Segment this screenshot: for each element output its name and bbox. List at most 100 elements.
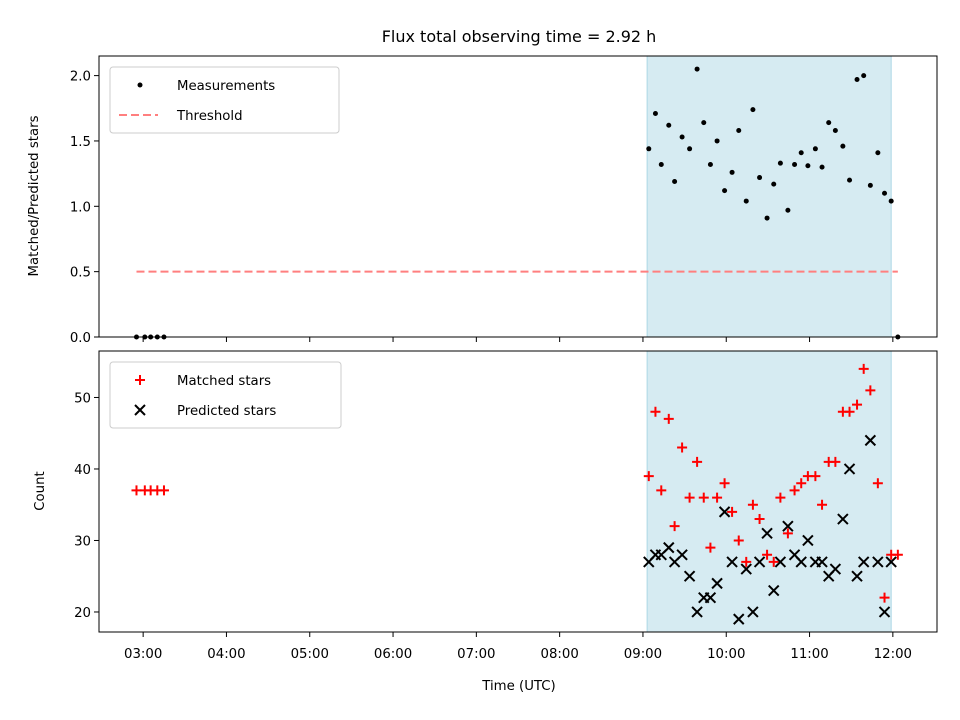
data-point <box>864 434 877 447</box>
legend-label: Measurements <box>177 79 275 94</box>
count-legend: Matched stars Predicted stars <box>109 361 342 429</box>
data-point <box>837 513 849 525</box>
data-point <box>768 556 779 567</box>
data-point <box>879 592 890 603</box>
data-point <box>736 127 742 133</box>
data-point <box>795 556 807 568</box>
data-point <box>705 542 716 553</box>
data-point <box>764 215 770 221</box>
data-point <box>762 549 773 560</box>
data-point <box>663 413 674 424</box>
data-point <box>875 150 881 156</box>
data-point <box>775 492 786 503</box>
data-point <box>712 492 723 503</box>
data-point <box>707 161 713 167</box>
data-point <box>158 485 169 496</box>
data-point <box>646 146 652 152</box>
data-point <box>872 478 883 489</box>
data-point <box>747 606 759 618</box>
data-point <box>844 406 855 417</box>
count-panel-frame <box>98 350 938 633</box>
data-point <box>727 506 738 517</box>
ratio-panel-frame <box>98 55 938 338</box>
data-point <box>741 556 752 567</box>
data-point <box>672 178 678 184</box>
data-point <box>816 556 828 568</box>
data-point <box>771 181 777 187</box>
data-point <box>650 406 661 417</box>
legend-label: Matched stars <box>177 374 271 389</box>
data-point <box>851 570 863 582</box>
data-point <box>652 111 658 117</box>
data-point <box>711 577 723 590</box>
data-point <box>747 499 758 510</box>
ratio-panel: 0.00.51.01.52.0 Matched/Predicted stars … <box>27 55 938 346</box>
data-point <box>847 177 853 183</box>
data-point <box>802 534 814 547</box>
x-tick-label: 07:00 <box>457 647 495 662</box>
data-point <box>658 161 664 167</box>
data-point <box>754 514 765 525</box>
data-point <box>704 591 717 604</box>
data-point <box>796 478 807 489</box>
data-point <box>733 613 745 625</box>
y-tick-label: 0.0 <box>70 331 91 346</box>
data-point <box>817 499 828 510</box>
data-point <box>719 478 730 489</box>
observing-window-band <box>646 350 892 633</box>
data-point <box>854 77 860 83</box>
data-point <box>792 161 798 167</box>
y-tick-label: 1.5 <box>70 135 91 150</box>
legend-item: Matched stars <box>135 374 271 389</box>
data-point <box>885 556 897 568</box>
legend-swatch <box>135 375 145 385</box>
data-point <box>782 528 793 539</box>
legend-box <box>109 361 342 429</box>
data-point <box>878 606 891 618</box>
data-point <box>687 146 693 152</box>
x-tick-label: 08:00 <box>540 647 578 662</box>
legend-label: Predicted stars <box>177 404 276 419</box>
legend-swatch <box>134 404 146 416</box>
ratio-panel-ylabel: Matched/Predicted stars <box>27 115 42 276</box>
data-point <box>656 485 667 496</box>
data-point <box>663 541 675 554</box>
count-panel-ylabel: Count <box>33 471 48 511</box>
data-point <box>726 556 738 568</box>
y-tick-label: 20 <box>74 606 91 621</box>
data-point <box>872 556 884 568</box>
data-point <box>892 549 903 560</box>
data-point <box>805 163 811 169</box>
data-point <box>810 471 821 482</box>
x-tick-label: 06:00 <box>374 647 412 662</box>
data-point <box>858 363 869 374</box>
legend-label: Threshold <box>176 109 243 124</box>
y-tick-label: 40 <box>74 463 91 478</box>
series-matched-stars <box>131 363 903 603</box>
data-point <box>852 399 863 410</box>
data-point <box>677 442 688 453</box>
data-point <box>865 385 876 396</box>
data-point <box>785 207 791 213</box>
data-point <box>768 584 780 597</box>
x-tick-label: 04:00 <box>207 647 245 662</box>
x-axis-label: Time (UTC) <box>481 679 556 694</box>
data-point <box>666 122 672 128</box>
x-tick-label: 10:00 <box>707 647 745 662</box>
data-point <box>750 107 756 113</box>
data-point <box>832 127 838 133</box>
data-point <box>826 120 832 126</box>
observing-window-band <box>646 55 892 338</box>
legend-item: Threshold <box>119 109 243 124</box>
data-point <box>729 169 735 175</box>
data-point <box>777 160 783 166</box>
x-tick-label: 12:00 <box>874 647 912 662</box>
legend-swatch <box>137 82 143 88</box>
chart-title: Flux total observing time = 2.92 h <box>382 27 657 46</box>
legend-item: Measurements <box>137 79 275 94</box>
data-point <box>698 492 709 503</box>
data-point <box>840 143 846 149</box>
data-point <box>782 520 794 532</box>
data-point <box>774 556 787 568</box>
